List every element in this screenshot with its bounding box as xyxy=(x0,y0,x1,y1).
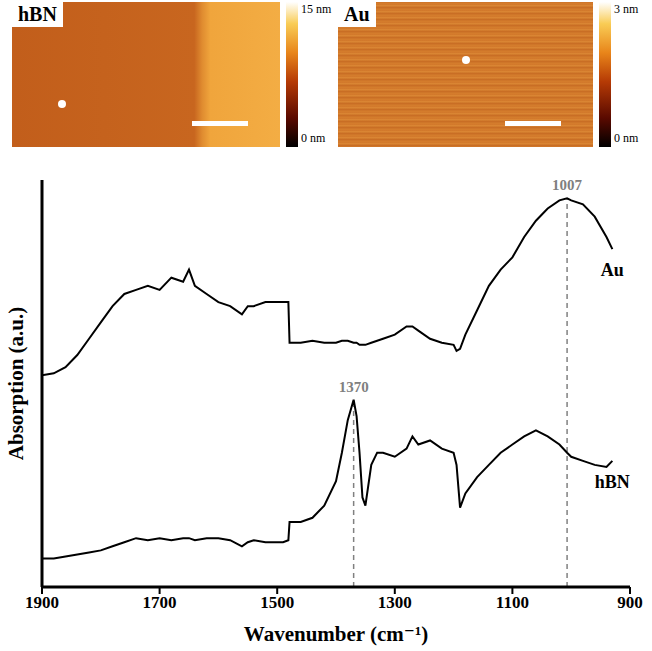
svg-text:1370: 1370 xyxy=(339,379,369,395)
html-text:3 nm: 3 nm xyxy=(614,2,639,16)
svg-text:1100: 1100 xyxy=(496,593,529,612)
svg-text:Absorption (a.u.): Absorption (a.u.) xyxy=(4,307,28,460)
svg-text:Au: Au xyxy=(601,260,624,280)
svg-text:1700: 1700 xyxy=(143,593,177,612)
html-text:0 nm: 0 nm xyxy=(301,131,326,145)
svg-text:1300: 1300 xyxy=(378,593,412,612)
svg-text:1500: 1500 xyxy=(260,593,294,612)
html-text:0 nm: 0 nm xyxy=(614,131,639,145)
svg-text:hBN: hBN xyxy=(595,472,630,492)
html-text:15 nm: 15 nm xyxy=(301,2,332,16)
svg-text:1007: 1007 xyxy=(552,177,583,193)
svg-text:900: 900 xyxy=(617,593,643,612)
html-text:Au: Au xyxy=(344,3,370,25)
svg-text:Wavenumber (cm⁻¹): Wavenumber (cm⁻¹) xyxy=(244,622,428,646)
svg-text:1900: 1900 xyxy=(25,593,59,612)
html-text:hBN: hBN xyxy=(18,3,57,25)
